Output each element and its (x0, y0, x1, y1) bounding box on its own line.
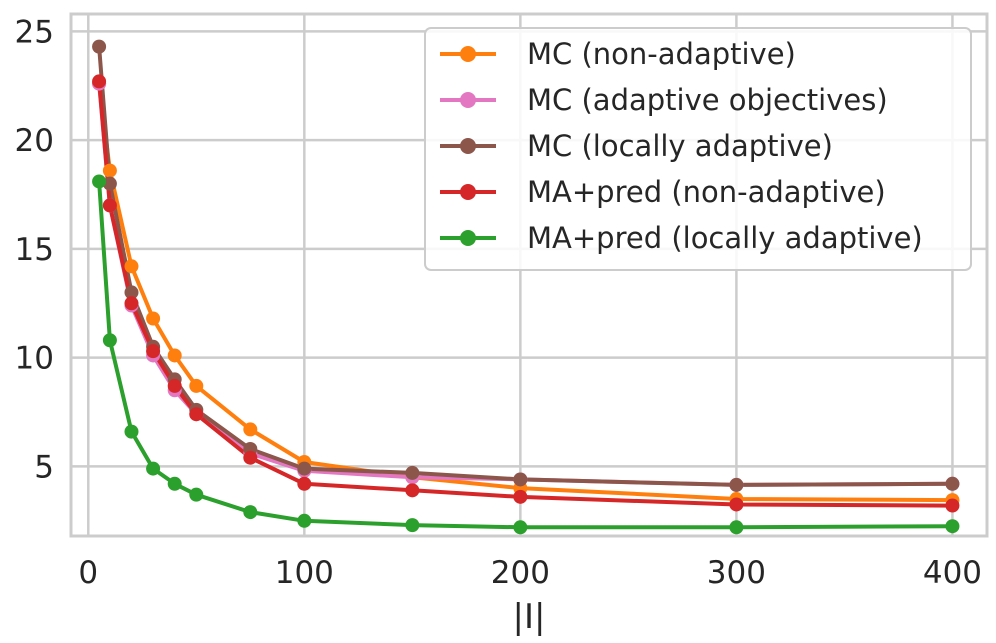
data-point (146, 311, 161, 326)
data-point (92, 74, 107, 89)
data-point (92, 39, 107, 54)
data-point (513, 472, 528, 487)
data-point (297, 461, 312, 476)
data-point (945, 519, 960, 534)
series-line (97, 81, 955, 503)
data-point (189, 378, 204, 393)
data-point (513, 520, 528, 535)
data-point (729, 520, 744, 535)
x-tick-label: 200 (491, 555, 550, 591)
data-point (124, 296, 139, 311)
legend-label: MC (locally adaptive) (527, 129, 833, 163)
data-point (405, 518, 420, 533)
data-point (243, 450, 258, 465)
legend-marker (460, 230, 476, 246)
legend-marker (460, 138, 476, 154)
x-tick-label: 300 (707, 555, 766, 591)
plot-frame (69, 12, 989, 538)
series-line (97, 44, 955, 487)
data-point (189, 407, 204, 422)
legend-marker (460, 184, 476, 200)
x-tick-label: 0 (78, 555, 98, 591)
data-point (297, 513, 312, 528)
legend-label: MC (non-adaptive) (527, 37, 796, 71)
data-point (167, 476, 182, 491)
legend: MC (non-adaptive) MC (adaptive objectives… (424, 27, 972, 271)
legend-box (424, 27, 972, 271)
data-point (405, 465, 420, 480)
legend-marker (460, 92, 476, 108)
x-tick-label: 400 (923, 555, 982, 591)
data-point (405, 483, 420, 498)
data-point (146, 344, 161, 359)
legend-label: MA+pred (locally adaptive) (527, 221, 923, 255)
data-point (102, 176, 117, 191)
data-point (189, 487, 204, 502)
data-point (945, 498, 960, 513)
x-tick-label: 100 (275, 555, 334, 591)
x-axis-title: |I| (513, 597, 546, 637)
data-point (102, 198, 117, 213)
y-tick-label: 15 (15, 232, 54, 268)
legend-marker (460, 46, 476, 62)
data-point (167, 348, 182, 363)
data-point (102, 163, 117, 178)
data-point (124, 424, 139, 439)
data-point (124, 285, 139, 300)
tick-labels: 0 100 200 300 400 5 10 15 20 25 (15, 14, 982, 591)
y-tick-label: 25 (15, 14, 54, 50)
data-point (124, 259, 139, 274)
legend-label: MA+pred (non-adaptive) (527, 175, 886, 209)
series-line (97, 179, 955, 530)
data-point (513, 489, 528, 504)
data-point (729, 477, 744, 492)
series-points (92, 39, 960, 535)
y-tick-label: 5 (34, 449, 54, 485)
data-point (92, 174, 107, 189)
y-tick-label: 20 (15, 123, 54, 159)
data-point (729, 497, 744, 512)
y-tick-label: 10 (15, 341, 54, 377)
data-point (167, 378, 182, 393)
data-point (102, 333, 117, 348)
legend-label: MC (adaptive objectives) (527, 83, 888, 117)
data-point (297, 476, 312, 491)
data-point (243, 505, 258, 520)
data-point (945, 476, 960, 491)
data-point (146, 461, 161, 476)
data-point (243, 422, 258, 437)
